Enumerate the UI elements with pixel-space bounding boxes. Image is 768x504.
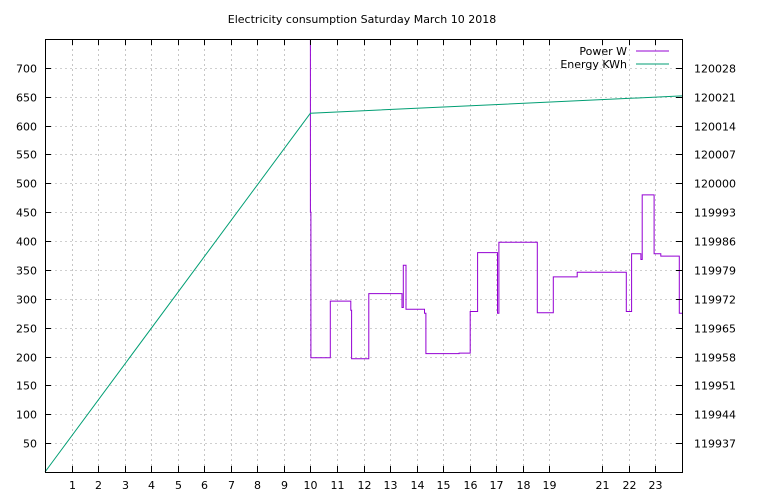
y-tick-label: 100 — [16, 409, 37, 422]
energy-series-line — [44, 95, 683, 473]
y2-tick-label: 119951 — [694, 380, 736, 393]
legend: Power W Energy KWh — [560, 45, 669, 71]
x-tick-label: 5 — [175, 479, 182, 492]
x-tick-label: 18 — [517, 479, 531, 492]
y-tick-label: 450 — [16, 207, 37, 220]
x-tick-label: 11 — [331, 479, 345, 492]
y2-tick-label: 120007 — [694, 149, 736, 162]
grid — [45, 39, 682, 472]
y-tick-label: 300 — [16, 294, 37, 307]
y2-tick-label: 119979 — [694, 265, 736, 278]
y-tick-label: 150 — [16, 380, 37, 393]
y2-tick-label: 120000 — [694, 178, 736, 191]
y-tick-label: 500 — [16, 178, 37, 191]
y-tick-label: 250 — [16, 323, 37, 336]
legend-label-power: Power W — [579, 45, 627, 58]
y2-tick-label: 119993 — [694, 207, 736, 220]
x-tick-label: 19 — [543, 479, 557, 492]
x-tick-label: 2 — [95, 479, 102, 492]
x-tick-label: 1 — [69, 479, 76, 492]
y2-tick-label: 120028 — [694, 63, 736, 76]
x-tick-label: 6 — [201, 479, 208, 492]
y2-tick-label: 120014 — [694, 121, 736, 134]
y2-tick-label: 119944 — [694, 409, 736, 422]
x-tick-label: 21 — [596, 479, 610, 492]
y-tick-label: 700 — [16, 63, 37, 76]
x-tick-label: 4 — [148, 479, 155, 492]
y-tick-label: 600 — [16, 121, 37, 134]
x-tick-label: 9 — [281, 479, 288, 492]
ticks: 1 2 3 4 5 6 7 8 9 10 11 12 13 14 15 16 17 18 19 21 22 2350100… — [16, 39, 736, 492]
x-tick-label: 15 — [437, 479, 451, 492]
y2-tick-label: 119986 — [694, 236, 736, 249]
x-tick-label: 3 — [122, 479, 129, 492]
chart-title: Electricity consumption Saturday March 1… — [228, 13, 496, 26]
x-tick-label: 13 — [384, 479, 398, 492]
y-tick-label: 350 — [16, 265, 37, 278]
y2-tick-label: 119972 — [694, 294, 736, 307]
x-tick-label: 14 — [411, 479, 425, 492]
y-tick-label: 50 — [23, 438, 37, 451]
y-tick-label: 200 — [16, 352, 37, 365]
y-tick-label: 400 — [16, 236, 37, 249]
x-tick-label: 12 — [358, 479, 372, 492]
plot-frame — [45, 39, 683, 473]
y2-tick-label: 119937 — [694, 438, 736, 451]
y2-tick-label: 119958 — [694, 352, 736, 365]
x-tick-label: 10 — [304, 479, 318, 492]
x-tick-label: 22 — [623, 479, 637, 492]
y-tick-label: 650 — [16, 92, 37, 105]
x-tick-label: 17 — [490, 479, 504, 492]
x-tick-label: 16 — [464, 479, 478, 492]
y2-tick-label: 119965 — [694, 323, 736, 336]
y2-tick-label: 120021 — [694, 92, 736, 105]
power-series-line — [309, 39, 682, 360]
x-tick-label: 23 — [649, 479, 663, 492]
x-tick-label: 7 — [228, 479, 235, 492]
legend-label-energy: Energy KWh — [560, 58, 627, 71]
series-layer — [44, 39, 683, 473]
x-tick-label: 8 — [254, 479, 261, 492]
y-tick-label: 550 — [16, 149, 37, 162]
